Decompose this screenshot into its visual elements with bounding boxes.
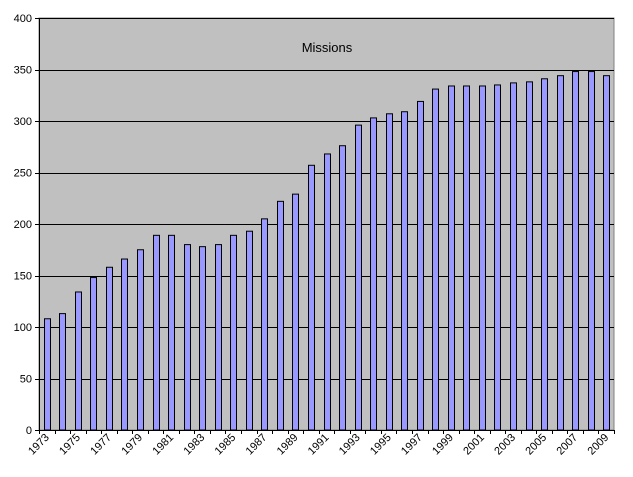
bar-1986 (246, 230, 253, 431)
y-tick-label: 0 (26, 425, 32, 437)
x-tick-label: 1991 (306, 432, 332, 458)
bar-2006 (557, 75, 564, 431)
x-tick-label: 1997 (399, 432, 425, 458)
bar-2009 (603, 75, 610, 431)
x-tick-label: 1993 (337, 432, 363, 458)
bar-2002 (494, 84, 501, 431)
bar-1981 (168, 234, 175, 431)
bar-1990 (308, 164, 315, 431)
bar-1974 (59, 313, 66, 431)
x-tick-label: 2007 (554, 432, 580, 458)
bar-1984 (215, 244, 222, 431)
axes (35, 18, 615, 434)
y-tick-label: 50 (20, 374, 32, 386)
x-tick-label: 1977 (88, 432, 114, 458)
bar-1978 (121, 258, 128, 431)
x-tick-label: 1987 (244, 432, 270, 458)
x-tick-label: 2009 (586, 432, 612, 458)
bar-1982 (184, 244, 191, 431)
y-tick-label: 250 (14, 168, 32, 180)
x-tick-label: 2003 (492, 432, 518, 458)
bar-2001 (479, 85, 486, 431)
y-tick-label: 200 (14, 219, 32, 231)
y-tick-label: 150 (14, 271, 32, 283)
bar-1999 (448, 85, 455, 431)
bar-2008 (588, 71, 595, 431)
bar-1988 (277, 200, 284, 431)
bar-2007 (572, 71, 579, 431)
y-tick-labels: 0 50 100 150 200 250 300 350 400 (14, 13, 32, 437)
bars (44, 71, 610, 431)
bar-1995 (386, 113, 393, 431)
x-tick-label: 1989 (275, 432, 301, 458)
bar-2005 (541, 78, 548, 431)
bar-1993 (355, 124, 362, 431)
x-tick-label: 1999 (430, 432, 456, 458)
bar-1996 (401, 111, 408, 431)
bar-1997 (417, 100, 424, 431)
x-tick-label: 1983 (181, 432, 207, 458)
bar-1987 (261, 218, 268, 431)
x-tick-label: 1981 (150, 432, 176, 458)
bar-2000 (463, 85, 470, 431)
x-tick-labels: 1973 1975 1977 1979 1981 1983 1985 1987 1989 1991… (26, 432, 611, 458)
y-tick-label: 350 (14, 65, 32, 77)
bar-1973 (44, 318, 51, 431)
bar-1994 (370, 117, 377, 431)
bar-1992 (339, 145, 346, 431)
bar-1979 (137, 249, 144, 431)
bar-1985 (230, 234, 237, 431)
y-tick-label: 100 (14, 322, 32, 334)
chart-title: Missions (302, 40, 353, 55)
bar-1989 (292, 193, 299, 431)
bar-1980 (153, 234, 160, 431)
bar-1975 (75, 291, 82, 431)
bar-1998 (432, 88, 439, 431)
x-tick-label: 1979 (119, 432, 145, 458)
x-tick-label: 2005 (523, 432, 549, 458)
y-tick-label: 300 (14, 116, 32, 128)
x-tick-label: 1985 (213, 432, 239, 458)
bar-2003 (510, 82, 517, 431)
y-tick-label: 400 (14, 13, 32, 25)
bar-1976 (90, 277, 97, 431)
x-tick-label: 1995 (368, 432, 394, 458)
x-tick-label: 1975 (57, 432, 83, 458)
bar-2004 (526, 81, 533, 431)
bar-1977 (106, 266, 113, 431)
x-tick-label: 2001 (461, 432, 487, 458)
bar-1991 (324, 153, 331, 431)
bar-1983 (199, 246, 206, 431)
